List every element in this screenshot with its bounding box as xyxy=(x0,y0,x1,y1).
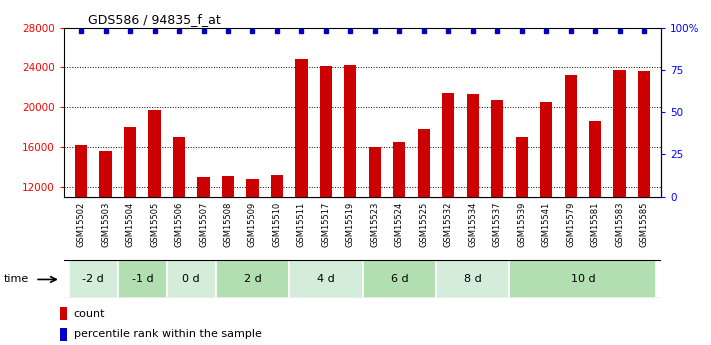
Bar xyxy=(515,137,528,306)
Bar xyxy=(466,94,479,306)
Text: GSM15508: GSM15508 xyxy=(223,202,232,247)
Text: 6 d: 6 d xyxy=(390,275,408,284)
Text: percentile rank within the sample: percentile rank within the sample xyxy=(74,329,262,339)
Text: GSM15579: GSM15579 xyxy=(566,202,575,247)
Text: GSM15507: GSM15507 xyxy=(199,202,208,247)
Text: count: count xyxy=(74,308,105,318)
Bar xyxy=(417,129,430,306)
Text: GSM15541: GSM15541 xyxy=(542,202,551,247)
Bar xyxy=(369,147,381,306)
Text: GSM15502: GSM15502 xyxy=(77,202,85,247)
Text: -1 d: -1 d xyxy=(132,275,153,284)
Bar xyxy=(320,66,332,306)
Text: 2 d: 2 d xyxy=(244,275,262,284)
Text: GSM15504: GSM15504 xyxy=(126,202,134,247)
Bar xyxy=(589,121,602,306)
Text: GSM15523: GSM15523 xyxy=(370,202,380,247)
Bar xyxy=(167,260,215,298)
Text: GSM15525: GSM15525 xyxy=(419,202,428,247)
Bar xyxy=(289,260,363,298)
Text: GSM15510: GSM15510 xyxy=(272,202,282,247)
Text: GSM15539: GSM15539 xyxy=(517,202,526,247)
Bar xyxy=(638,71,651,306)
Bar xyxy=(69,260,118,298)
Bar xyxy=(118,260,167,298)
Text: 8 d: 8 d xyxy=(464,275,481,284)
Bar xyxy=(60,328,67,341)
Bar xyxy=(75,145,87,306)
Bar xyxy=(540,102,552,306)
Bar xyxy=(491,100,503,306)
Text: GSM15585: GSM15585 xyxy=(640,202,648,247)
Text: 10 d: 10 d xyxy=(571,275,595,284)
Text: GSM15517: GSM15517 xyxy=(321,202,331,247)
Bar xyxy=(173,137,185,306)
Bar xyxy=(442,93,454,306)
Bar xyxy=(510,260,656,298)
Bar xyxy=(222,176,234,306)
Text: GSM15506: GSM15506 xyxy=(174,202,183,247)
Bar xyxy=(565,75,577,306)
Text: GSM15503: GSM15503 xyxy=(101,202,110,247)
Bar xyxy=(215,260,289,298)
Text: 0 d: 0 d xyxy=(183,275,200,284)
Text: GSM15583: GSM15583 xyxy=(615,202,624,247)
Text: GSM15534: GSM15534 xyxy=(469,202,477,247)
Text: GSM15505: GSM15505 xyxy=(150,202,159,247)
Bar xyxy=(295,59,308,306)
Text: -2 d: -2 d xyxy=(82,275,105,284)
Bar xyxy=(363,260,436,298)
Text: time: time xyxy=(4,275,28,284)
Bar xyxy=(344,66,356,306)
Text: GSM15519: GSM15519 xyxy=(346,202,355,247)
Text: 4 d: 4 d xyxy=(317,275,335,284)
Text: GSM15509: GSM15509 xyxy=(248,202,257,247)
Text: GDS586 / 94835_f_at: GDS586 / 94835_f_at xyxy=(88,13,220,27)
Bar xyxy=(436,260,510,298)
Bar xyxy=(393,142,405,306)
Bar xyxy=(149,110,161,306)
Bar xyxy=(271,175,283,306)
Bar xyxy=(198,177,210,306)
Bar xyxy=(60,307,67,320)
Bar xyxy=(100,151,112,306)
Text: GSM15511: GSM15511 xyxy=(297,202,306,247)
Text: GSM15537: GSM15537 xyxy=(493,202,502,247)
Bar xyxy=(124,127,137,306)
Bar xyxy=(246,179,259,306)
Bar xyxy=(614,70,626,306)
Text: GSM15581: GSM15581 xyxy=(591,202,599,247)
Text: GSM15524: GSM15524 xyxy=(395,202,404,247)
Text: GSM15532: GSM15532 xyxy=(444,202,453,247)
